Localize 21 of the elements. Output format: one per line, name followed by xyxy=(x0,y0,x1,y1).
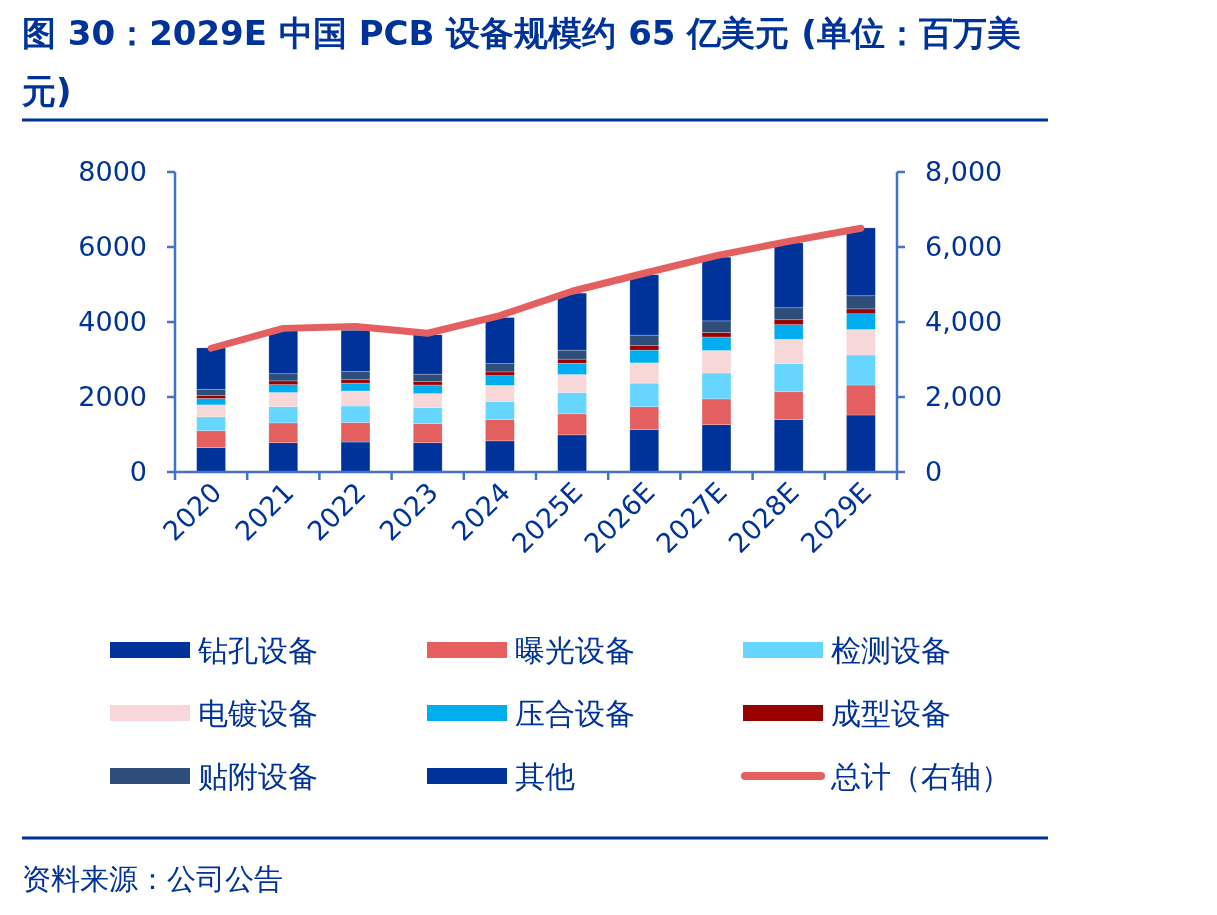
y-tick-label: 2000 xyxy=(78,381,147,412)
y-tick-label: 4000 xyxy=(78,306,147,337)
legend-label: 压合设备 xyxy=(515,696,635,731)
legend-label: 曝光设备 xyxy=(515,633,635,668)
y2-tick-label: 8,000 xyxy=(925,156,1003,187)
legend-label: 电镀设备 xyxy=(198,696,318,731)
legend-label: 总计（右轴） xyxy=(830,759,1011,794)
legend-label: 其他 xyxy=(515,759,575,794)
legend-label: 钻孔设备 xyxy=(197,633,318,668)
y2-tick-label: 4,000 xyxy=(925,306,1003,337)
legend-label: 成型设备 xyxy=(831,696,951,731)
y-tick-label: 0 xyxy=(129,456,147,487)
y2-tick-label: 6,000 xyxy=(925,231,1003,262)
y2-tick-label: 0 xyxy=(925,456,943,487)
y2-tick-label: 2,000 xyxy=(925,381,1003,412)
y-tick-label: 8000 xyxy=(78,156,147,187)
legend-label: 检测设备 xyxy=(831,633,951,668)
legend-label: 贴附设备 xyxy=(198,759,318,794)
text: 资料来源：公司公告 xyxy=(22,861,283,898)
chart-title: 图 30：2029E 中国 PCB 设备规模约 65 亿美元 (单位：百万美元) xyxy=(22,12,1022,113)
y-tick-label: 6000 xyxy=(78,231,147,262)
